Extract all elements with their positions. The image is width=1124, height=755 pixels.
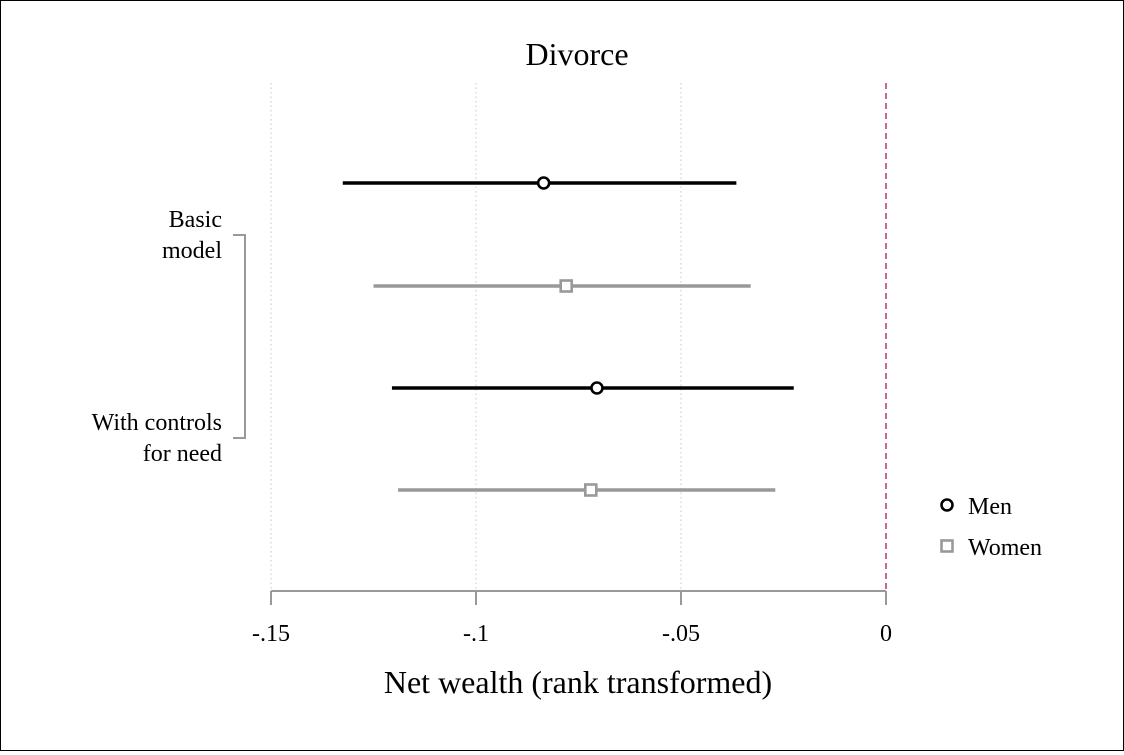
x-axis-title: Net wealth (rank transformed) — [384, 664, 772, 700]
legend-label: Men — [968, 494, 1012, 520]
chart-title: Divorce — [525, 36, 628, 72]
group-label: Basic model — [162, 207, 222, 264]
x-tick-label: -.05 — [662, 621, 700, 647]
legend: Men Women — [940, 494, 1042, 561]
point-marker — [583, 483, 598, 497]
x-tick-label: -.1 — [463, 621, 489, 647]
legend-marker — [940, 498, 954, 512]
group-bracket — [233, 234, 246, 439]
x-tick-label: -.15 — [252, 621, 290, 647]
legend-label: Women — [968, 535, 1042, 561]
group-label: With controls for need — [92, 410, 222, 467]
group-label-line: for need — [143, 441, 222, 467]
legend-marker — [940, 539, 954, 553]
point-marker — [590, 381, 604, 395]
group-labels: Basic model With controls for need — [92, 207, 246, 467]
x-tick-label: 0 — [880, 621, 892, 647]
series-layer — [342, 176, 794, 497]
x-axis: -.15 -.1 -.05 0 — [252, 590, 892, 647]
group-label-line: model — [162, 238, 222, 264]
group-label-line: With controls — [92, 410, 222, 436]
group-label-line: Basic — [169, 207, 222, 233]
grid-lines — [270, 83, 682, 591]
point-marker — [536, 176, 551, 190]
point-marker — [559, 279, 574, 293]
